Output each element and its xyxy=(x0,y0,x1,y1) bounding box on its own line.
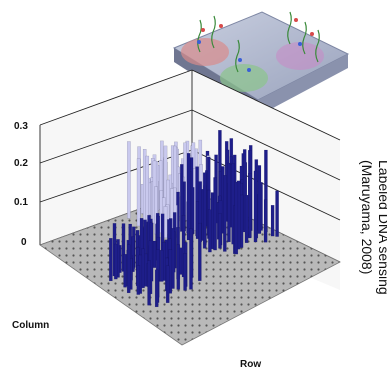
bar xyxy=(126,244,131,294)
bar xyxy=(183,253,187,291)
bar xyxy=(202,172,207,249)
bar xyxy=(163,206,168,239)
bar xyxy=(227,162,231,243)
bar xyxy=(109,238,113,282)
bar xyxy=(136,265,141,295)
bar xyxy=(186,153,191,241)
bar xyxy=(234,181,239,255)
y-tick-label: 0.2 xyxy=(14,158,28,169)
caption-line-2: (Maruyama, 2008) xyxy=(359,160,375,275)
bar xyxy=(189,228,193,290)
bar xyxy=(152,240,157,268)
caption-line-1: Labeled DNA sensing xyxy=(376,160,387,295)
bar xyxy=(270,205,275,237)
figure-caption: Labeled DNA sensing (Maruyama, 2008) xyxy=(358,160,387,295)
bar xyxy=(223,175,227,252)
y-axis-ticks: 0.3 0.2 0.1 0 xyxy=(14,121,28,248)
bar xyxy=(114,243,118,280)
x-axis-label: Row xyxy=(240,359,261,370)
bar xyxy=(213,177,217,251)
bar xyxy=(253,170,258,243)
bar xyxy=(147,260,151,306)
y-tick-label: 0.1 xyxy=(14,197,28,208)
bar xyxy=(198,222,202,281)
bar xyxy=(127,141,131,219)
bar xyxy=(159,249,164,282)
bar xyxy=(275,190,279,237)
bars-group xyxy=(109,130,279,308)
bar xyxy=(165,265,170,303)
bar xyxy=(239,194,244,248)
bar xyxy=(248,173,252,239)
y-tick-label: 0 xyxy=(21,237,27,248)
y-tick-label: 0.3 xyxy=(14,121,28,132)
bar xyxy=(242,149,247,233)
bar xyxy=(123,254,127,288)
bar xyxy=(257,165,262,234)
z-axis-label: Column xyxy=(12,320,49,331)
bar xyxy=(136,158,141,227)
bar xyxy=(208,209,212,253)
bar xyxy=(154,269,159,308)
bar xyxy=(180,164,184,232)
bar xyxy=(176,244,181,290)
bar xyxy=(244,194,249,243)
bar xyxy=(145,155,150,226)
bar xyxy=(263,199,268,243)
bar xyxy=(218,213,222,249)
